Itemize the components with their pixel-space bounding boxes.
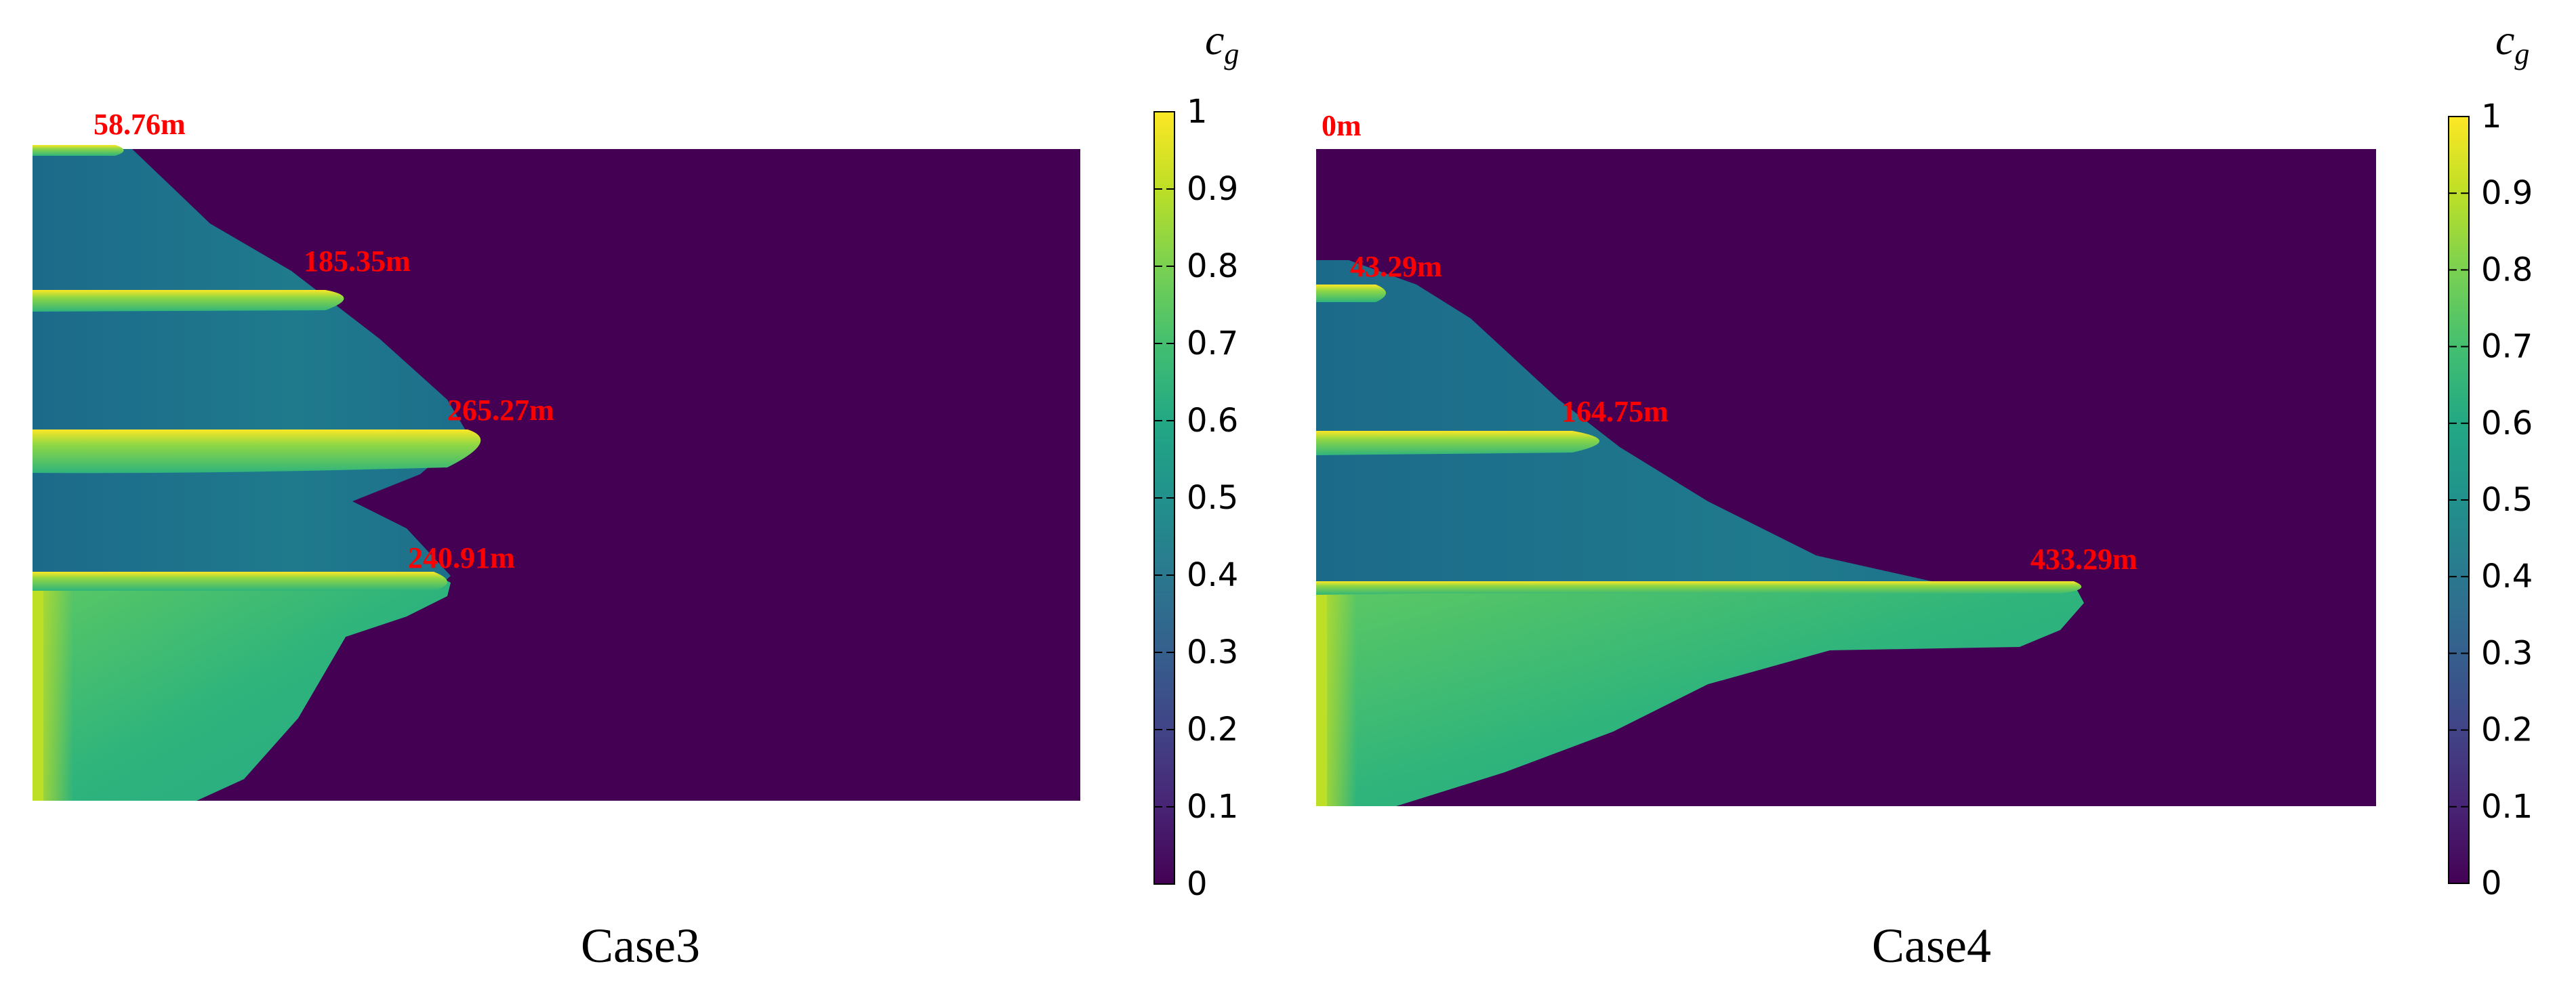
- colorbar-tick-label: 1: [1187, 93, 1208, 131]
- colorbar-tick-label: 0.5: [2481, 481, 2533, 519]
- colorbar-tick-label: 0.6: [2481, 404, 2533, 442]
- colorbar-tick-label: 0: [1187, 865, 1208, 903]
- vein: [33, 290, 344, 312]
- colorbar-tick-label: 0.9: [2481, 174, 2533, 212]
- colorbar-tick-label: 0.9: [1187, 170, 1238, 208]
- colorbar-tick-label: 0.8: [1187, 247, 1238, 285]
- vein: [33, 429, 481, 474]
- colorbar-tick-label: 0.4: [2481, 558, 2533, 595]
- colorbar-title: cg: [2495, 16, 2529, 70]
- colorbar-case3: cg 0 0.1 0.2 0.3 0.4 0.5 0.6 0.7 0.8 0.9 1: [1153, 16, 1239, 903]
- panel-caption: Case4: [1872, 919, 1991, 973]
- colorbar-tick-label: 0.7: [1187, 324, 1238, 362]
- colorbar-case4: cg 0 0.1 0.2 0.3 0.4 0.5 0.6 0.7 0.8 0.9 1: [2448, 16, 2533, 902]
- colorbar-tick-label: 0.7: [2481, 328, 2533, 366]
- annotation-label: 240.91m: [408, 541, 515, 574]
- colorbar-tick-label: 0.8: [2481, 251, 2533, 289]
- colorbar-tick-label: 0.1: [2481, 788, 2533, 826]
- annotation-label: 58.76m: [94, 108, 186, 141]
- colorbar-tick-label: 0: [2481, 864, 2502, 902]
- panel-case4: 0m 43.29m 164.75m 433.29m Case4: [1316, 109, 2376, 973]
- panel-case3: 58.76m 185.35m 265.27m 240.91m Case3: [33, 108, 1080, 973]
- colorbar-tick-label: 0.3: [2481, 634, 2533, 672]
- vein: [1316, 431, 1599, 455]
- colorbar-tick-label: 0.1: [1187, 788, 1238, 826]
- vein: [1316, 581, 2082, 595]
- vein: [33, 572, 447, 591]
- annotation-label: 164.75m: [1561, 395, 1669, 428]
- fan-zone: [1316, 584, 2084, 806]
- annotation-label: 265.27m: [447, 394, 554, 427]
- fan-zone: [33, 574, 451, 801]
- annotation-label: 43.29m: [1350, 250, 1442, 283]
- vein: [1316, 285, 1386, 302]
- colorbar-title: cg: [1205, 16, 1239, 70]
- panel-caption: Case3: [581, 919, 700, 973]
- annotation-label: 433.29m: [2030, 543, 2138, 576]
- annotation-label: 0m: [1322, 109, 1362, 142]
- colorbar-tick-label: 0.6: [1187, 402, 1238, 440]
- annotation-label: 185.35m: [304, 245, 411, 278]
- vein: [33, 145, 124, 156]
- colorbar-tick-label: 0.5: [1187, 479, 1238, 517]
- colorbar-tick-label: 1: [2481, 98, 2502, 135]
- colorbar-tick-label: 0.2: [1187, 711, 1238, 749]
- colorbar-tick-label: 0.3: [1187, 633, 1238, 671]
- colorbar-tick-label: 0.4: [1187, 556, 1238, 594]
- colorbar-tick-label: 0.2: [2481, 711, 2533, 749]
